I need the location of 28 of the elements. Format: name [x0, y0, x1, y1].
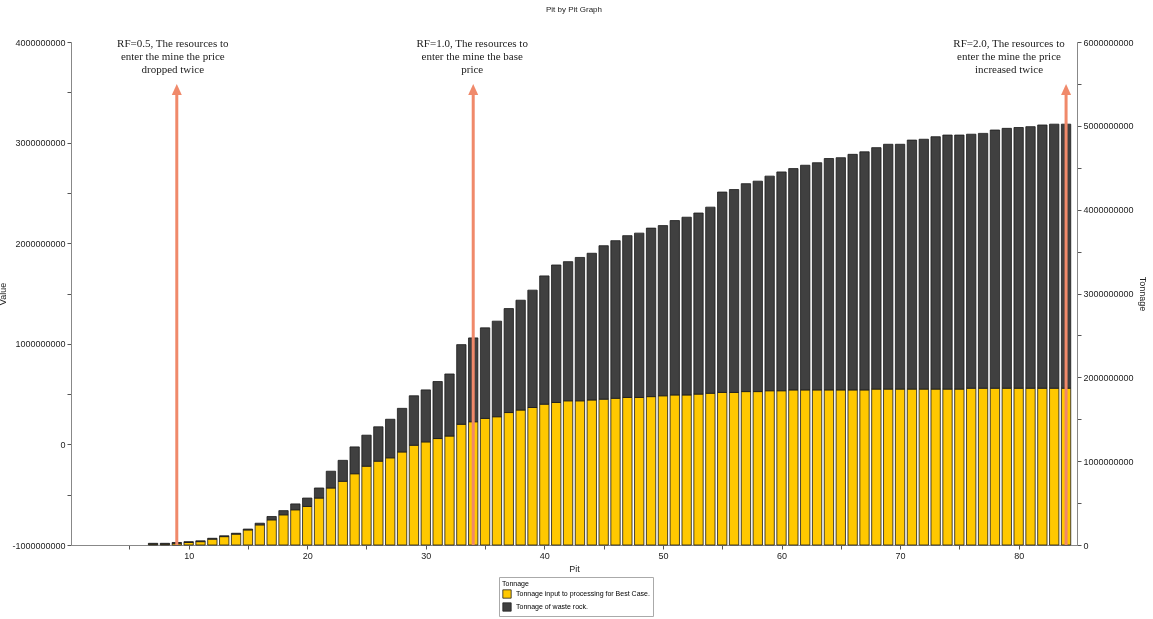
x-tick-label: 40 — [539, 550, 550, 561]
annotation: RF=0.5, The resources to enter the mine the price dropped twice — [117, 37, 229, 75]
y-tick-label: 2000000000 — [15, 238, 66, 249]
x-tick-label: 70 — [895, 550, 906, 561]
annotation: RF=2.0, The resources to enter the mine the price increased twice — [953, 37, 1066, 75]
y2-tick-label: 1000000000 — [1083, 456, 1134, 467]
y2-tick-label: 2000000000 — [1083, 372, 1134, 383]
y-tick-label: 1000000000 — [15, 339, 66, 350]
y-tick-label: 3000000000 — [15, 138, 66, 149]
x-tick-label: 80 — [1014, 550, 1025, 561]
y-tick-label: 0 — [60, 439, 66, 450]
y-axis-title: Value — [0, 282, 9, 306]
x-tick-label: 30 — [421, 550, 432, 561]
x-tick-label: 20 — [302, 550, 313, 561]
x-tick-label: 10 — [184, 550, 195, 561]
y2-tick-label: 0 — [1083, 540, 1089, 551]
y2-axis-title: Tonnage — [1137, 276, 1148, 312]
x-axis-title: Pit — [569, 563, 581, 574]
y2-tick-label: 5000000000 — [1083, 121, 1134, 132]
y2-tick-label: 4000000000 — [1083, 205, 1134, 216]
y2-tick-label: 3000000000 — [1083, 289, 1134, 299]
x-tick-label: 50 — [658, 550, 669, 561]
annotation: RF=1.0, The resources to enter the mine the base price — [416, 37, 529, 75]
y-tick-label: -1000000000 — [12, 540, 66, 551]
chart-title: Pit by Pit Graph — [545, 5, 603, 14]
y2-tick-label: 6000000000 — [1083, 37, 1134, 48]
y-tick-label: 4000000000 — [15, 37, 66, 48]
x-tick-label: 60 — [776, 550, 788, 561]
